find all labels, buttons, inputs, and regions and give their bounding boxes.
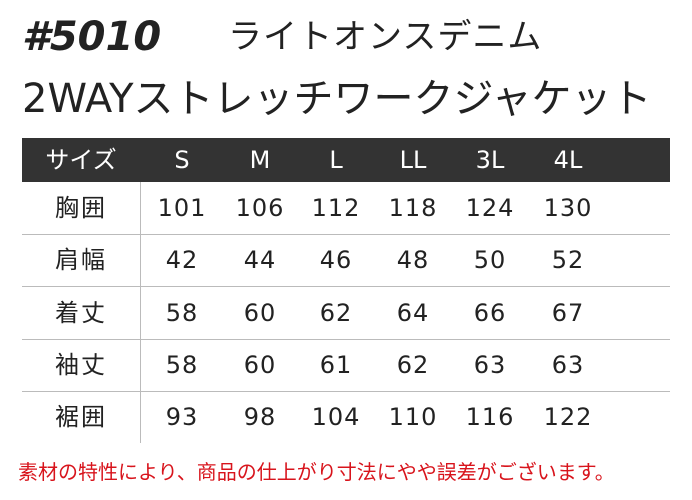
- column-divider: [140, 182, 141, 443]
- header-bar: [22, 138, 670, 182]
- cell-value: 58: [165, 350, 199, 379]
- cell-value: 66: [473, 298, 507, 327]
- column-header: サイズ: [45, 146, 117, 174]
- column-header: 4L: [553, 146, 583, 174]
- cell-value: 104: [311, 402, 361, 431]
- cell-value: 98: [243, 402, 277, 431]
- column-header: S: [174, 146, 190, 174]
- row-divider: [22, 391, 670, 392]
- row-divider: [22, 234, 670, 235]
- cell-value: 60: [243, 298, 277, 327]
- row-label: 胸囲: [55, 194, 107, 223]
- note: 素材の特性により、商品の仕上がり寸法にやや誤差がございます。: [18, 460, 615, 484]
- row-label: 裾囲: [55, 402, 107, 431]
- cell-value: 52: [551, 246, 585, 275]
- cell-value: 122: [543, 402, 593, 431]
- cell-value: 48: [396, 246, 430, 275]
- cell-value: 67: [551, 298, 585, 327]
- column-header: 3L: [475, 146, 505, 174]
- row-divider: [22, 286, 670, 287]
- cell-value: 50: [473, 246, 507, 275]
- cell-value: 112: [311, 194, 361, 223]
- cell-value: 130: [543, 194, 593, 223]
- cell-value: 118: [388, 194, 438, 223]
- cell-value: 62: [319, 298, 353, 327]
- product-subtitle: 2WAYストレッチワークジャケット: [22, 76, 652, 122]
- cell-value: 42: [165, 246, 199, 275]
- cell-value: 116: [465, 402, 515, 431]
- cell-value: 93: [165, 402, 199, 431]
- column-header: L: [329, 146, 343, 174]
- cell-value: 60: [243, 350, 277, 379]
- cell-value: 46: [319, 246, 353, 275]
- cell-value: 58: [165, 298, 199, 327]
- cell-value: 44: [243, 246, 277, 275]
- column-header: M: [249, 146, 271, 174]
- product-code: #5010: [22, 14, 162, 60]
- row-label: 袖丈: [55, 350, 107, 379]
- cell-value: 106: [235, 194, 285, 223]
- cell-value: 101: [157, 194, 207, 223]
- column-header: LL: [399, 146, 427, 174]
- cell-value: 63: [473, 350, 507, 379]
- row-label: 着丈: [55, 298, 107, 327]
- product-name: ライトオンスデニム: [228, 17, 543, 57]
- cell-value: 62: [396, 350, 430, 379]
- cell-value: 61: [319, 350, 353, 379]
- cell-value: 64: [396, 298, 430, 327]
- row-label: 肩幅: [55, 246, 107, 275]
- cell-value: 124: [465, 194, 515, 223]
- cell-value: 63: [551, 350, 585, 379]
- row-divider: [22, 339, 670, 340]
- cell-value: 110: [388, 402, 438, 431]
